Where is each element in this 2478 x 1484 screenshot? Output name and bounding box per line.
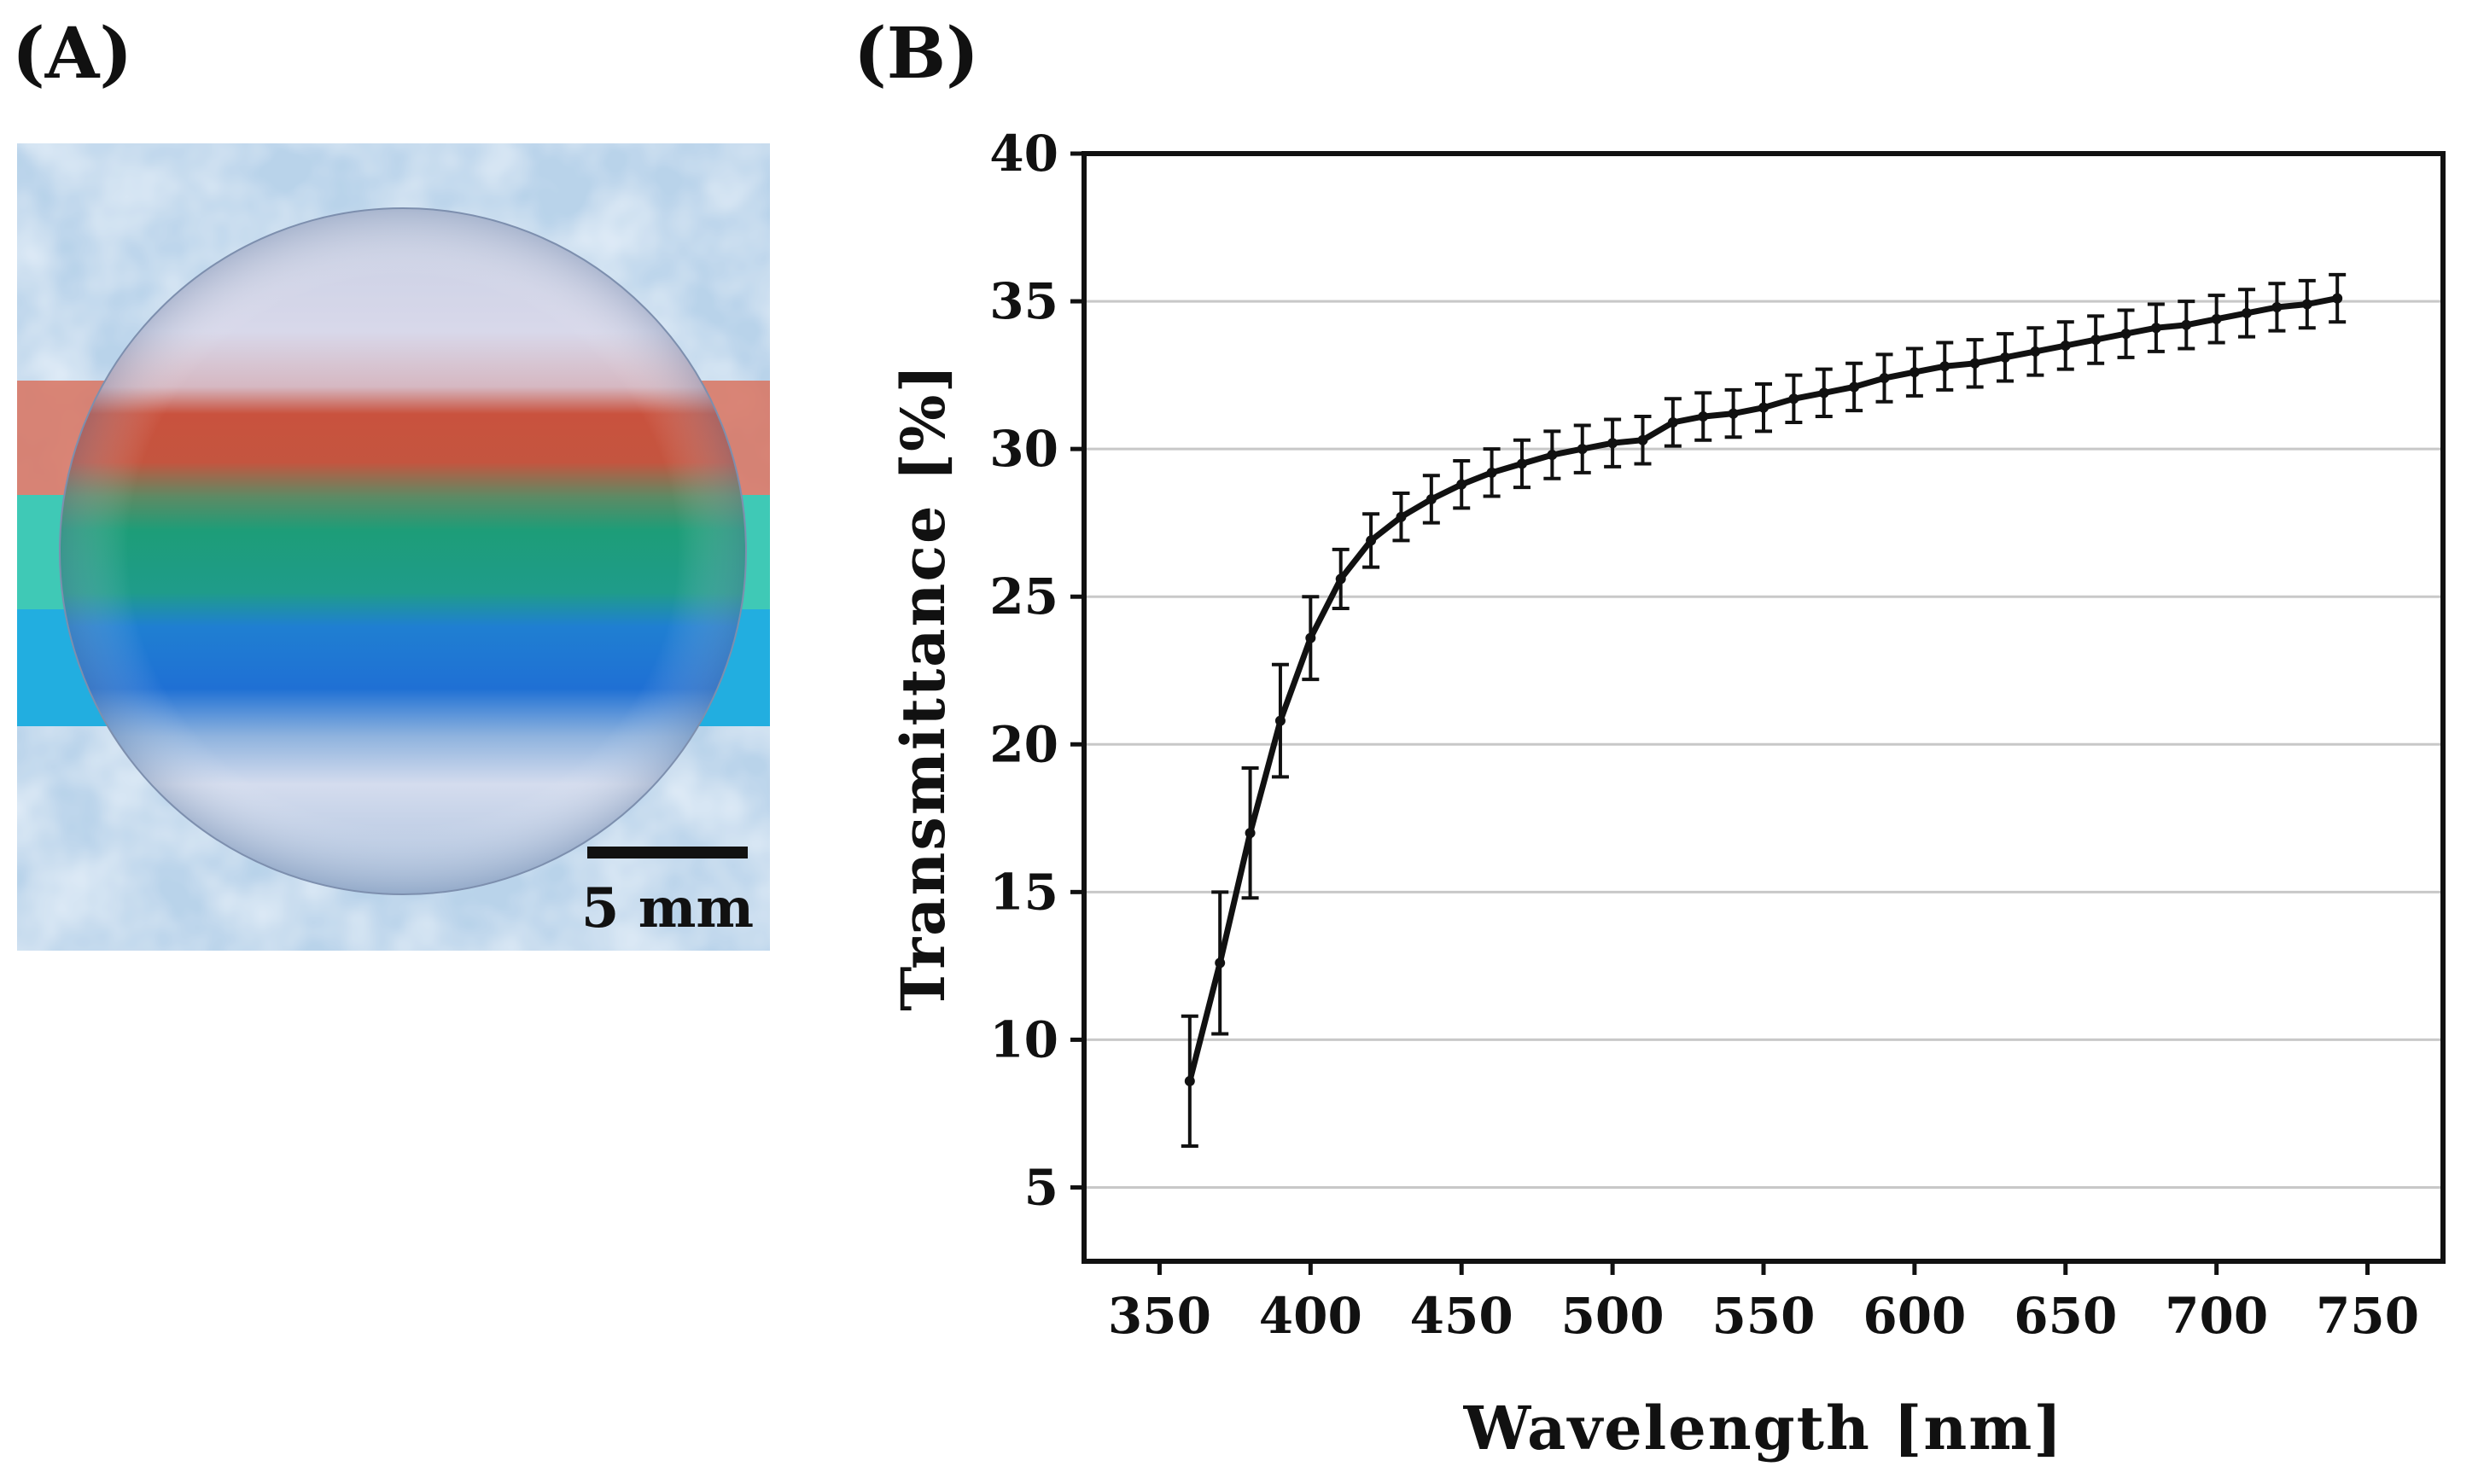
data-point xyxy=(1547,450,1558,461)
data-point xyxy=(2090,335,2102,346)
data-point xyxy=(1366,535,1377,546)
x-tick-label: 450 xyxy=(1410,1287,1513,1345)
x-axis-title: Wavelength [nm] xyxy=(1463,1393,2064,1464)
data-point xyxy=(1215,957,1226,969)
data-point xyxy=(2150,323,2161,334)
x-tick-label: 600 xyxy=(1863,1287,1966,1345)
data-point xyxy=(1426,493,1437,504)
chart-canvas: 350 400 450 500 550 600 650 700 750 5 10 15 20 25 30 3… xyxy=(888,125,2446,1464)
data-point xyxy=(2060,340,2071,351)
data-point xyxy=(1486,467,1497,478)
data-point xyxy=(1637,434,1648,445)
data-point xyxy=(1939,361,1950,372)
data-point xyxy=(1305,632,1316,643)
panel-b-label: (B) xyxy=(854,13,979,95)
data-point xyxy=(2030,346,2041,357)
data-point xyxy=(1245,828,1256,839)
y-tick-label: 25 xyxy=(989,567,1058,626)
scale-bar xyxy=(587,847,748,858)
y-tick-label: 30 xyxy=(989,420,1058,478)
data-point xyxy=(2301,299,2312,310)
data-point xyxy=(1335,573,1346,585)
data-point xyxy=(1607,438,1618,449)
data-point xyxy=(1667,416,1678,428)
data-point xyxy=(1849,381,1860,393)
data-point xyxy=(1274,715,1286,726)
data-point xyxy=(1788,393,1799,404)
data-point xyxy=(2120,329,2131,340)
data-point xyxy=(2332,293,2343,304)
x-tick-label: 550 xyxy=(1711,1287,1815,1345)
sample-photo-image: 5 mm xyxy=(17,143,770,951)
y-axis-ticks: 5 10 15 20 25 30 35 40 xyxy=(989,125,1084,1216)
transmittance-chart: 350 400 450 500 550 600 650 700 750 5 10 15 20 25 30 3… xyxy=(854,102,2467,1468)
data-point xyxy=(1456,479,1467,490)
y-tick-label: 35 xyxy=(989,272,1058,330)
data-point xyxy=(1577,444,1588,455)
data-point xyxy=(1818,387,1829,399)
data-point xyxy=(1516,458,1527,469)
scale-bar-label: 5 mm xyxy=(581,876,754,940)
y-tick-label: 40 xyxy=(989,125,1058,183)
y-tick-label: 15 xyxy=(989,863,1058,921)
data-point xyxy=(1879,373,1890,384)
data-point xyxy=(2242,307,2253,318)
data-point xyxy=(2211,313,2222,324)
x-tick-label: 750 xyxy=(2316,1287,2419,1345)
data-point xyxy=(2000,352,2011,363)
y-tick-label: 5 xyxy=(1024,1158,1058,1216)
data-point xyxy=(1758,402,1769,413)
x-tick-label: 400 xyxy=(1259,1287,1362,1345)
data-point xyxy=(2271,301,2283,312)
y-axis-title: Transmittance [%] xyxy=(888,363,959,1010)
data-point xyxy=(1698,411,1709,422)
y-tick-label: 10 xyxy=(989,1010,1058,1068)
grid-lines xyxy=(1084,152,2443,1189)
data-point xyxy=(1909,367,1920,378)
sample-photo: 5 mm xyxy=(17,143,770,951)
x-tick-label: 350 xyxy=(1108,1287,1211,1345)
panel-a-label: (A) xyxy=(12,13,133,95)
sample-disc-edge xyxy=(59,207,747,895)
x-tick-label: 650 xyxy=(2014,1287,2117,1345)
data-point xyxy=(1184,1075,1195,1086)
x-tick-label: 500 xyxy=(1561,1287,1665,1345)
data-point xyxy=(1969,358,1980,369)
data-point xyxy=(2181,319,2192,330)
data-point xyxy=(1396,511,1407,522)
x-axis-ticks: 350 400 450 500 550 600 650 700 750 xyxy=(1108,1261,2419,1345)
data-point xyxy=(1728,408,1739,419)
data-points xyxy=(1184,293,2343,1086)
x-tick-label: 700 xyxy=(2165,1287,2268,1345)
y-tick-label: 20 xyxy=(989,715,1058,773)
